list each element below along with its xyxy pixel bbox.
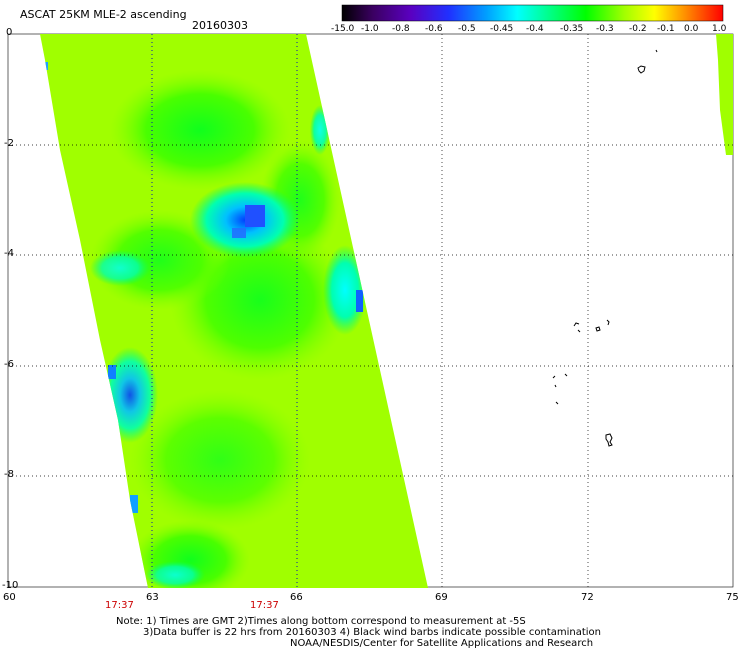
colorbar-label: -0.6	[425, 24, 443, 34]
x-tick: 72	[581, 592, 594, 603]
x-tick: 60	[3, 592, 16, 603]
note-line-2: 3)Data buffer is 22 hrs from 20160303 4)…	[143, 627, 601, 638]
note-credit: NOAA/NESDIS/Center for Satellite Applica…	[290, 638, 594, 649]
x-tick: 66	[290, 592, 303, 603]
colorbar-label: -0.5	[458, 24, 476, 34]
time-label: 17:37	[105, 600, 134, 611]
colorbar-label: -0.2	[629, 24, 647, 34]
map-date: 20160303	[192, 19, 248, 32]
colorbar-label: 1.0	[712, 24, 727, 34]
note-line-1: Note: 1) Times are GMT 2)Times along bot…	[116, 616, 526, 627]
map-title: ASCAT 25KM MLE-2 ascending	[20, 8, 187, 21]
x-tick: 75	[726, 592, 739, 603]
y-tick: -6	[4, 359, 14, 370]
y-tick: 0	[6, 27, 13, 38]
time-label: 17:37	[250, 600, 279, 611]
colorbar	[341, 4, 724, 22]
x-tick: 69	[435, 592, 448, 603]
colorbar-label: -1.0	[361, 24, 379, 34]
y-tick: -2	[4, 138, 14, 149]
coastlines	[552, 49, 658, 447]
y-tick: -4	[4, 248, 14, 259]
wind-swath	[40, 34, 428, 588]
y-tick: -10	[2, 580, 19, 591]
colorbar-label: -0.1	[657, 24, 675, 34]
colorbar-label: -15.0	[331, 24, 355, 34]
x-tick: 63	[146, 592, 159, 603]
colorbar-label: -0.45	[490, 24, 514, 34]
colorbar-label: 0.0	[684, 24, 699, 34]
right-swath	[716, 34, 733, 155]
time-lines	[151, 34, 298, 587]
colorbar-label: -0.35	[560, 24, 584, 34]
colorbar-label: -0.8	[392, 24, 410, 34]
y-tick: -8	[4, 469, 14, 480]
colorbar-label: -0.3	[596, 24, 614, 34]
colorbar-label: -0.4	[526, 24, 544, 34]
